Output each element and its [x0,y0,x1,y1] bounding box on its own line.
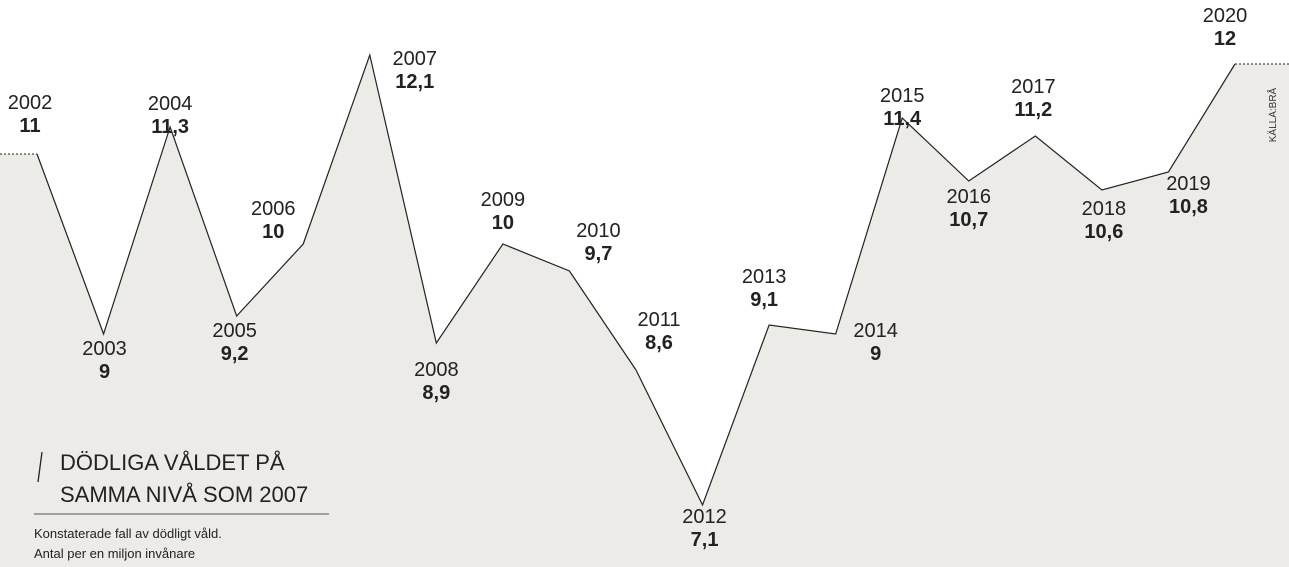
line [36,52,1236,507]
chart-title: SAMMA NIVÅ SOM 2007 [60,482,308,507]
x-label: 2014 [853,320,898,342]
x-label: 2011 [637,309,680,331]
x-label: 2019 [1166,173,1211,195]
value-label: 10,7 [949,209,988,231]
x-label: 2015 [880,85,925,107]
x-label: 2018 [1082,198,1127,220]
x-label: 2002 [8,92,53,114]
subtitle: Antal per en miljon invånare [34,546,195,561]
x-label: 2008 [414,359,459,381]
x-label: 2016 [947,186,992,208]
value-label: 11,2 [1014,99,1052,121]
title-slash [37,451,43,483]
x-label: 2012 [682,506,727,528]
x-label: 2013 [742,266,787,288]
value-label: 8,6 [645,332,673,354]
value-label: 9,1 [750,289,778,311]
x-label: 2005 [212,320,257,342]
value-label: 10 [262,221,284,243]
value-label: 10 [492,212,514,234]
value-label: 7,1 [691,529,719,551]
value-label: 10,6 [1084,221,1123,243]
x-label: 2020 [1203,5,1248,27]
subtitle: Konstaterade fall av dödligt våld. [34,526,222,541]
x-label: 2007 [393,48,438,70]
chart-title: DÖDLIGA VÅLDET PÅ [60,450,285,475]
value-label: 11 [19,115,40,137]
value-label: 8,9 [422,382,450,404]
x-label: 2009 [481,189,526,211]
value-label: 9 [870,343,881,365]
value-label: 10,8 [1169,196,1208,218]
x-label: 2004 [148,93,193,115]
value-label: 9,7 [585,243,613,265]
value-label: 9,2 [221,343,249,365]
value-label: 12,1 [395,71,434,93]
value-label: 12 [1214,28,1236,50]
x-label: 2006 [251,198,296,220]
source: KÄLLA:BRÅ [1266,87,1279,142]
value-label: 11,4 [883,108,922,130]
area-fill [0,55,1289,567]
value-label: 11,3 [151,116,189,138]
value-label: 9 [99,361,110,383]
x-label: 2017 [1011,76,1056,98]
background [0,55,1289,567]
x-label: 2010 [576,220,621,242]
x-label: 2003 [82,338,127,360]
